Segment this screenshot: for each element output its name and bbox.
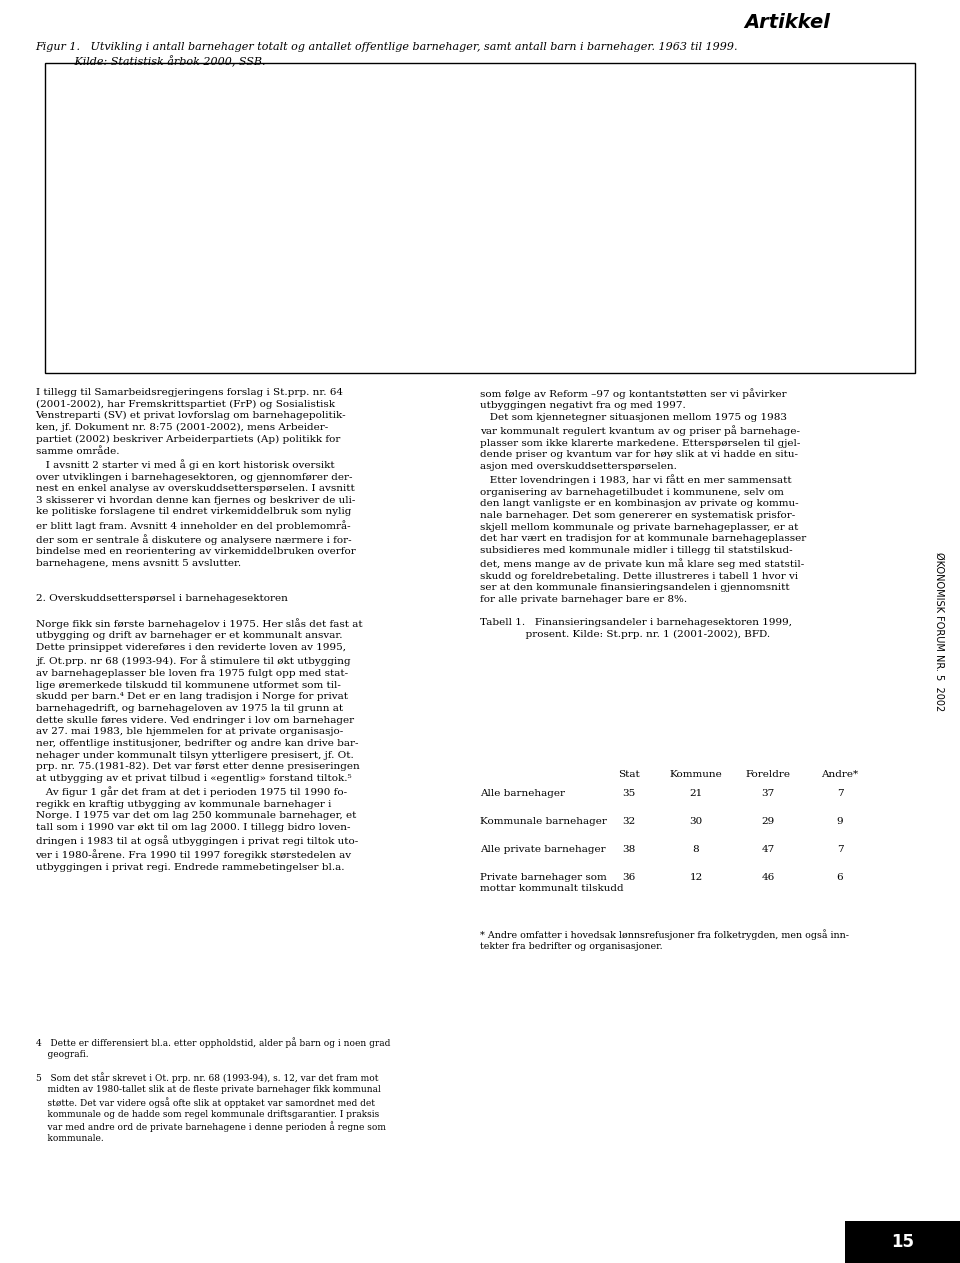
Text: 21: 21 (689, 789, 703, 798)
Text: 5   Som det står skrevet i Ot. prp. nr. 68 (1993-94), s. 12, var det fram mot
  : 5 Som det står skrevet i Ot. prp. nr. 68… (36, 1072, 386, 1143)
Text: 47: 47 (761, 845, 775, 854)
Text: Kommunale barnehager: Kommunale barnehager (480, 817, 607, 826)
Text: Alle private barnehager: Alle private barnehager (480, 845, 606, 854)
Text: Antall barnehager i alt: Antall barnehager i alt (339, 124, 465, 134)
Text: Andre*: Andre* (822, 770, 858, 779)
Text: Private barnehager som
mottar kommunalt tilskudd: Private barnehager som mottar kommunalt … (480, 873, 624, 893)
Text: 15: 15 (891, 1233, 914, 1252)
Text: 12: 12 (689, 873, 703, 882)
Text: barnehager: barnehager (53, 95, 134, 107)
Text: Figur 1.   Utvikling i antall barnehager totalt og antallet offentlige barnehage: Figur 1. Utvikling i antall barnehager t… (36, 42, 738, 52)
Text: I tillegg til Samarbeidsregjeringens forslag i St.prp. nr. 64
(2001-2002), har F: I tillegg til Samarbeidsregjeringens for… (36, 388, 362, 871)
Text: Kommune: Kommune (670, 770, 722, 779)
Text: Av dette offentlige: Av dette offentlige (339, 143, 443, 153)
Text: 6: 6 (837, 873, 843, 882)
Text: 9: 9 (837, 817, 843, 826)
Text: 37: 37 (761, 789, 775, 798)
Text: Kilde: Statistisk årbok 2000, SSB.: Kilde: Statistisk årbok 2000, SSB. (36, 56, 265, 67)
Text: 4   Dette er differensiert bl.a. etter oppholdstid, alder på barn og i noen grad: 4 Dette er differensiert bl.a. etter opp… (36, 1037, 390, 1058)
Text: ØKONOMISK FORUM NR. 5  2002: ØKONOMISK FORUM NR. 5 2002 (934, 552, 944, 711)
Text: 29: 29 (761, 817, 775, 826)
Text: 36: 36 (622, 873, 636, 882)
Text: barn: barn (865, 95, 898, 107)
Text: 38: 38 (622, 845, 636, 854)
Text: 7: 7 (837, 845, 843, 854)
Text: Alle barnehager: Alle barnehager (480, 789, 565, 798)
Text: 35: 35 (622, 789, 636, 798)
Text: 32: 32 (622, 817, 636, 826)
Text: som følge av Reform –97 og kontantstøtten ser vi påvirker
utbyggingen negativt f: som følge av Reform –97 og kontantstøtte… (480, 388, 806, 639)
Text: 7: 7 (837, 789, 843, 798)
Text: Stat: Stat (618, 770, 639, 779)
Text: Artikkel: Artikkel (744, 13, 830, 32)
Text: Antall barn: Antall barn (339, 160, 400, 171)
Text: 46: 46 (761, 873, 775, 882)
Text: 8: 8 (693, 845, 699, 854)
Text: * Andre omfatter i hovedsak lønnsrefusjoner fra folketrygden, men også inn-
tekt: * Andre omfatter i hovedsak lønnsrefusjo… (480, 930, 849, 951)
Text: 30: 30 (689, 817, 703, 826)
Text: Foreldre: Foreldre (746, 770, 790, 779)
